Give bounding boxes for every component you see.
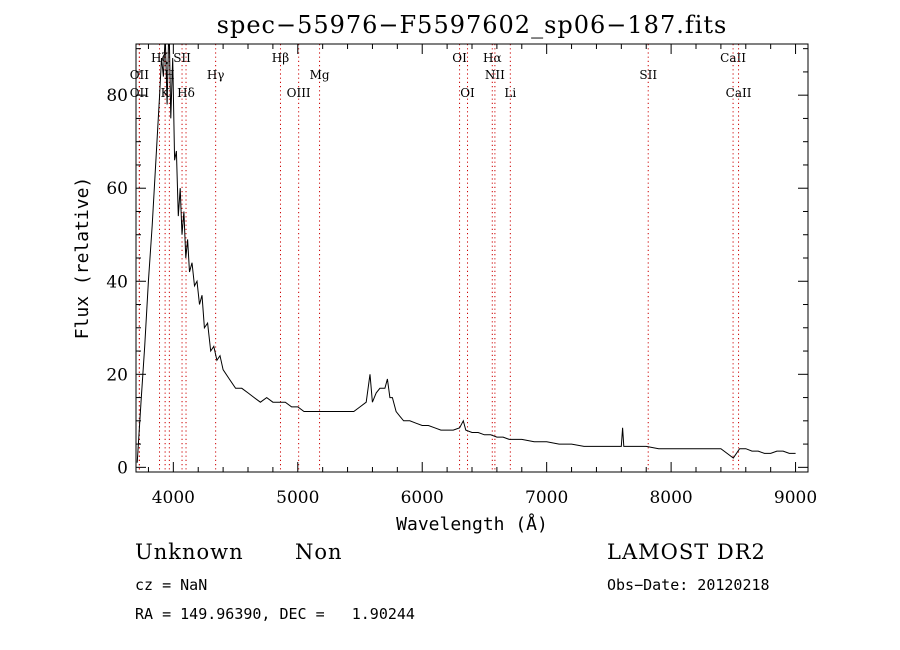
redshift-value: cz = NaN (135, 576, 208, 594)
observation-date: Obs−Date: 20120218 (607, 576, 770, 594)
line-marker-label: NII (485, 68, 505, 82)
line-marker-label: Mg (310, 68, 330, 82)
y-axis-ticks: 0 20 40 60 80 (106, 48, 808, 478)
x-tick-label: 8000 (649, 488, 692, 508)
line-markers: OIIOIIHζKHSIIHδHγHβOIIIMgOIOIHαNIILiSIIC… (130, 44, 752, 472)
line-marker-label: Hα (483, 51, 502, 65)
x-tick-label: 4000 (152, 488, 195, 508)
line-marker-label: Hδ (177, 86, 195, 100)
line-marker-label: Li (504, 86, 516, 100)
line-marker-label: CaII (720, 51, 746, 65)
x-tick-label: 5000 (276, 488, 319, 508)
line-marker-label: CaII (726, 86, 752, 100)
line-marker-label: OII (130, 68, 150, 82)
spectrum-series (136, 44, 796, 463)
chart-title: spec−55976−F5597602_sp06−187.fits (217, 11, 728, 39)
y-tick-label: 40 (106, 272, 128, 292)
line-marker-label: OII (130, 86, 150, 100)
plot-frame (135, 43, 809, 473)
line-marker-label: Hγ (207, 68, 225, 82)
line-marker-label: SII (639, 68, 657, 82)
y-tick-label: 20 (106, 365, 128, 385)
y-tick-label: 60 (106, 179, 128, 199)
x-tick-label: 9000 (774, 488, 817, 508)
object-subclass: Non (295, 540, 343, 564)
x-tick-label: 7000 (525, 488, 568, 508)
line-marker-label: OI (460, 86, 475, 100)
line-marker-label: OI (452, 51, 467, 65)
line-marker-label: H (164, 68, 174, 82)
sky-coordinates: RA = 149.96390, DEC = 1.90244 (135, 605, 415, 623)
spectrum-line (136, 44, 796, 463)
x-tick-label: 6000 (401, 488, 444, 508)
x-axis-label: Wavelength (Å) (396, 513, 548, 535)
line-marker-label: K (161, 86, 171, 100)
line-marker-label: Hβ (272, 51, 289, 65)
y-tick-label: 0 (117, 458, 128, 478)
y-tick-label: 80 (106, 86, 128, 106)
object-class: Unknown (135, 540, 244, 564)
line-marker-label: OIII (287, 86, 311, 100)
y-axis-label: Flux (relative) (72, 177, 93, 340)
x-axis-ticks: 4000 5000 6000 7000 8000 9000 (147, 44, 817, 508)
survey-name: LAMOST DR2 (607, 540, 766, 564)
line-marker-label: SII (173, 51, 191, 65)
